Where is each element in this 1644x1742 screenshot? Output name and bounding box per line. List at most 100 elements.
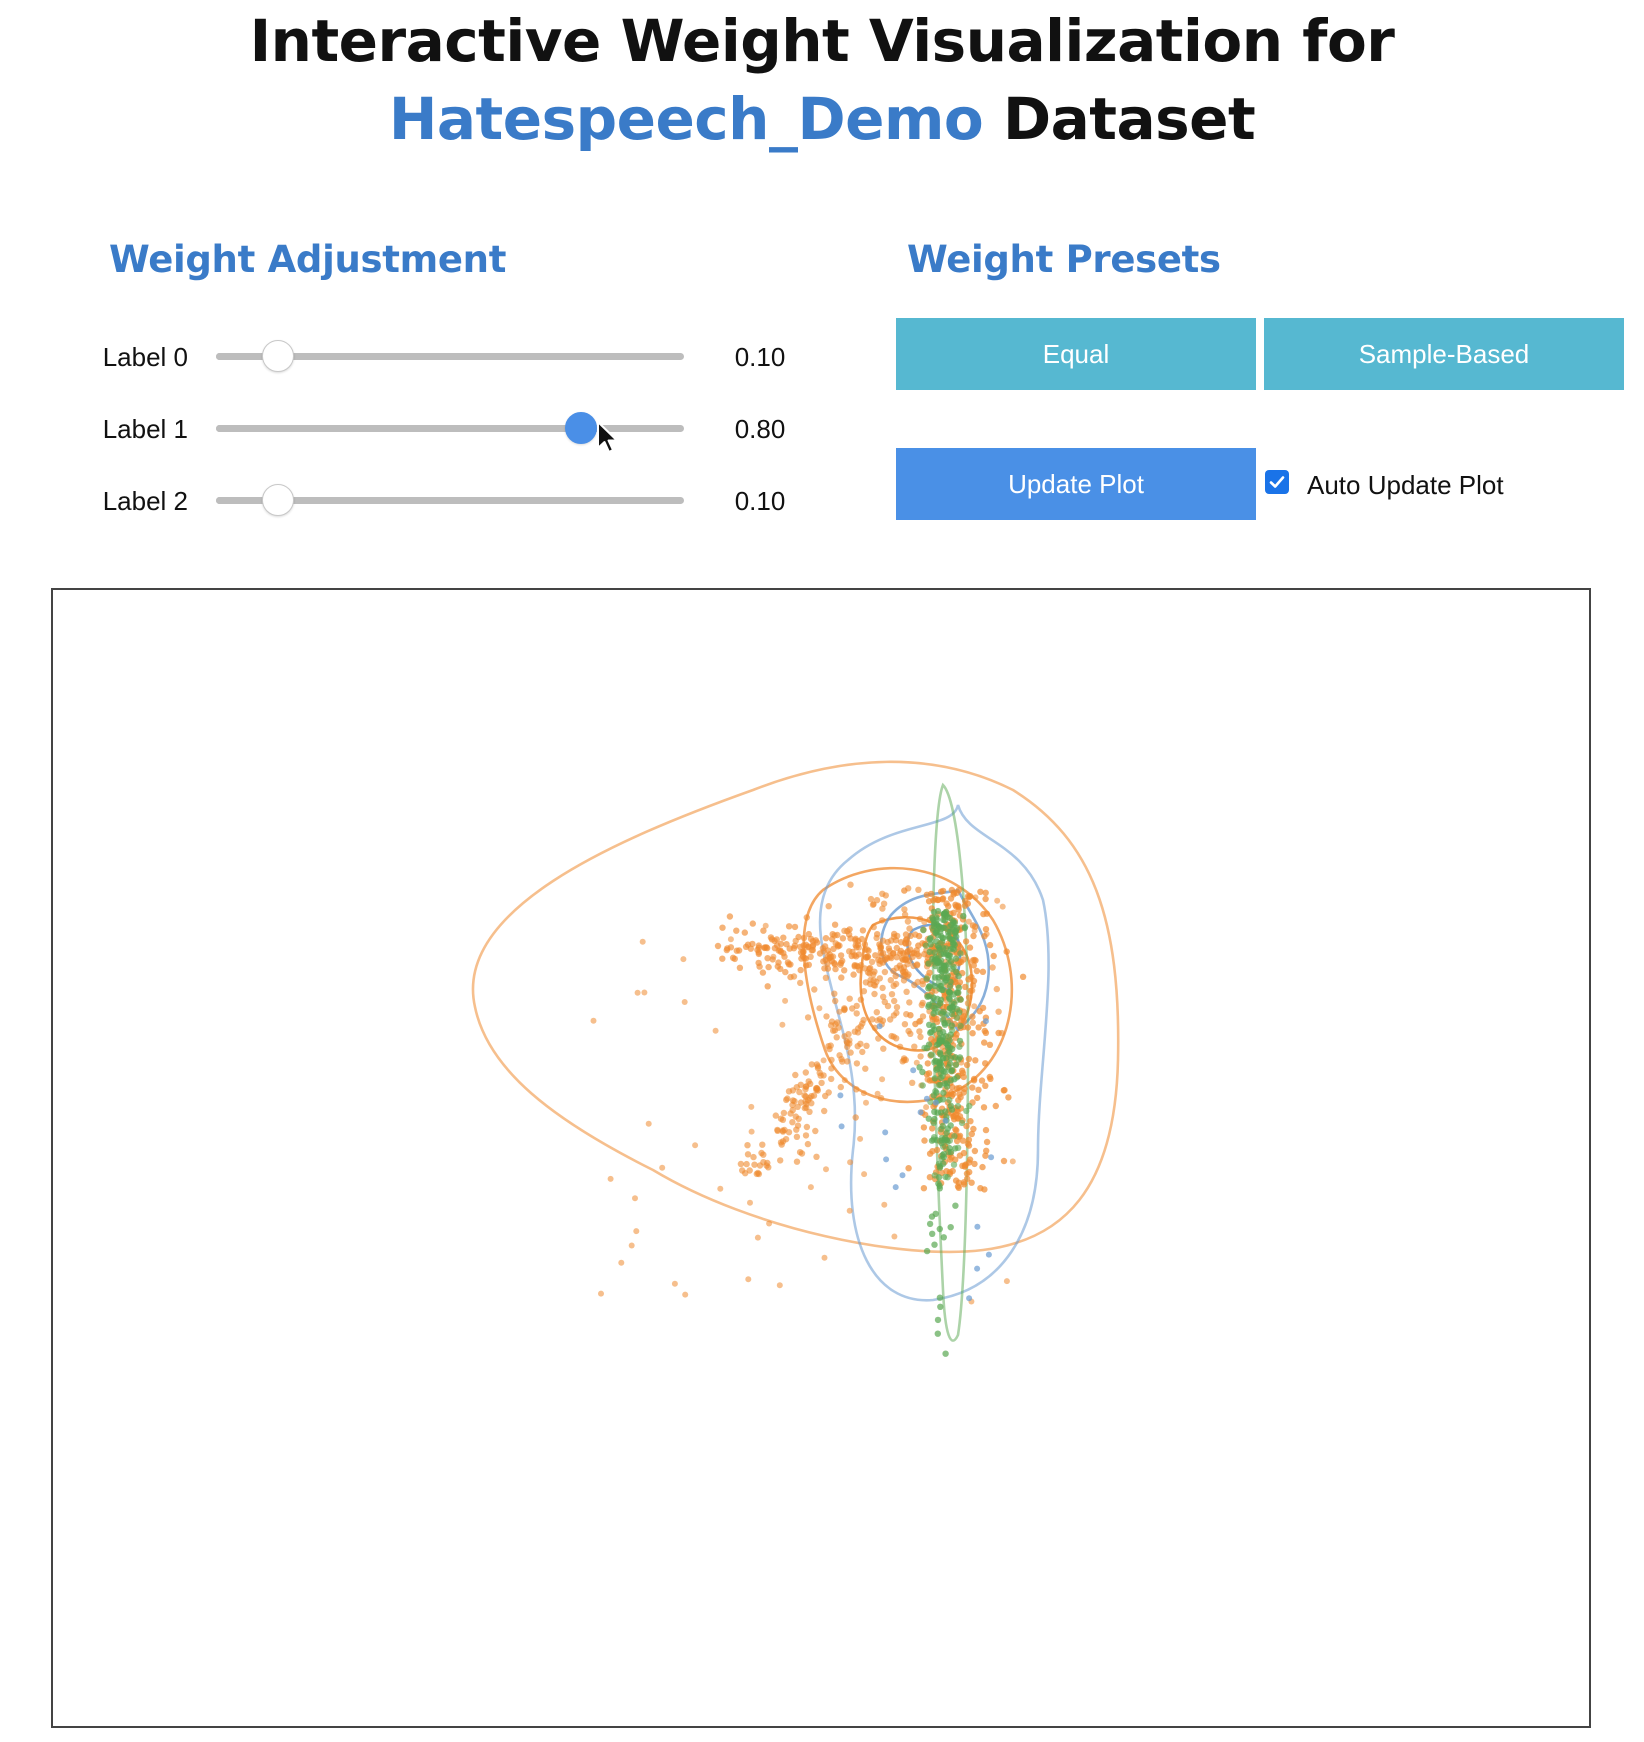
scatter-point <box>977 888 984 895</box>
scatter-point <box>953 1137 961 1145</box>
scatter-point <box>944 1041 951 1049</box>
scatter-point <box>932 954 940 961</box>
scatter-point <box>792 937 799 945</box>
plot-area[interactable] <box>51 588 1591 1728</box>
scatter-point <box>960 1089 967 1096</box>
scatter-point <box>893 1009 900 1017</box>
scatter-point <box>745 1276 752 1283</box>
scatter-point <box>837 952 845 959</box>
scatter-point <box>926 1220 934 1228</box>
scatter-point <box>950 936 957 943</box>
scatter-point <box>981 1186 988 1193</box>
scatter-point <box>735 947 743 954</box>
slider-track[interactable] <box>216 340 684 372</box>
scatter-point <box>754 1169 762 1177</box>
scatter-point <box>953 1031 960 1038</box>
scatter-point <box>717 1185 724 1192</box>
slider-fill <box>216 497 278 504</box>
scatter-point <box>982 1082 989 1089</box>
scatter-point <box>811 986 818 993</box>
scatter-point <box>776 1282 783 1289</box>
scatter-point <box>820 1057 827 1064</box>
update-plot-button[interactable]: Update Plot <box>896 448 1256 520</box>
scatter-point <box>975 1086 982 1093</box>
scatter-point <box>925 960 932 967</box>
scatter-point <box>966 944 974 951</box>
scatter-point <box>780 934 787 941</box>
scatter-point <box>783 1096 790 1104</box>
scatter-point <box>681 999 688 1005</box>
scatter-point <box>982 1152 989 1159</box>
scatter-point <box>932 974 939 981</box>
slider-thumb[interactable] <box>262 340 295 372</box>
scatter-point <box>943 1055 950 1062</box>
slider-track[interactable] <box>216 412 684 444</box>
scatter-point <box>864 953 871 960</box>
scatter-point <box>813 1061 821 1068</box>
scatter-point <box>905 940 912 947</box>
scatter-point <box>949 965 956 972</box>
scatter-point <box>877 1095 885 1102</box>
scatter-point <box>946 983 954 990</box>
scatter-point <box>954 1102 962 1110</box>
scatter-point <box>951 946 958 953</box>
scatter-point <box>789 1097 797 1104</box>
scatter-point <box>890 933 898 940</box>
scatter-point <box>931 1134 938 1141</box>
scatter-point <box>778 1141 785 1148</box>
slider-track[interactable] <box>216 484 684 516</box>
sample-based-preset-button[interactable]: Sample-Based <box>1264 318 1624 390</box>
scatter-point <box>931 949 938 956</box>
scatter-point <box>744 1142 751 1149</box>
scatter-point <box>933 1058 941 1065</box>
scatter-point <box>760 1151 767 1158</box>
scatter-point <box>714 942 722 950</box>
scatter-point <box>971 956 978 964</box>
scatter-point <box>816 1005 823 1012</box>
scatter-point <box>825 903 832 910</box>
scatter-point <box>791 942 798 949</box>
scatter-point <box>990 952 997 960</box>
scatter-point <box>926 948 933 956</box>
scatter-point <box>903 1011 910 1018</box>
scatter-point <box>948 886 956 894</box>
scatter-point <box>945 1064 952 1071</box>
scatter-point <box>973 967 981 975</box>
scatter-point <box>930 908 938 916</box>
scatter-point <box>881 968 889 976</box>
scatter-point <box>946 952 954 959</box>
scatter-point <box>801 954 808 962</box>
scatter-point <box>879 890 886 897</box>
scatter-point <box>910 962 917 970</box>
scatter-point <box>891 1233 898 1240</box>
auto-update-checkbox[interactable] <box>1265 470 1289 494</box>
scatter-point <box>813 1085 820 1092</box>
equal-preset-button[interactable]: Equal <box>896 318 1256 390</box>
scatter-point <box>822 974 830 981</box>
scatter-point <box>1003 948 1010 955</box>
scatter-point <box>982 1029 990 1036</box>
scatter-point <box>712 1027 719 1034</box>
scatter-point <box>751 1161 758 1168</box>
scatter-point <box>726 913 734 920</box>
scatter-point <box>971 1147 979 1155</box>
scatter-point <box>922 942 930 949</box>
scatter-point <box>906 999 913 1006</box>
scatter-point <box>659 1164 666 1171</box>
scatter-point <box>932 1210 939 1217</box>
scatter-point <box>816 950 824 957</box>
scatter-point <box>953 1014 960 1021</box>
page-title: Interactive Weight Visualization for Hat… <box>0 0 1644 158</box>
scatter-point <box>929 1125 936 1132</box>
scatter-point <box>874 1017 881 1024</box>
scatter-point <box>966 1168 973 1176</box>
scatter-point <box>790 973 798 980</box>
slider-fill <box>216 353 278 360</box>
slider-thumb[interactable] <box>262 484 295 516</box>
scatter-point <box>748 1128 755 1135</box>
scatter-point <box>896 950 904 957</box>
scatter-point <box>797 1081 804 1088</box>
slider-thumb[interactable] <box>564 412 597 444</box>
scatter-point <box>807 1184 814 1191</box>
scatter-point <box>871 1024 879 1031</box>
